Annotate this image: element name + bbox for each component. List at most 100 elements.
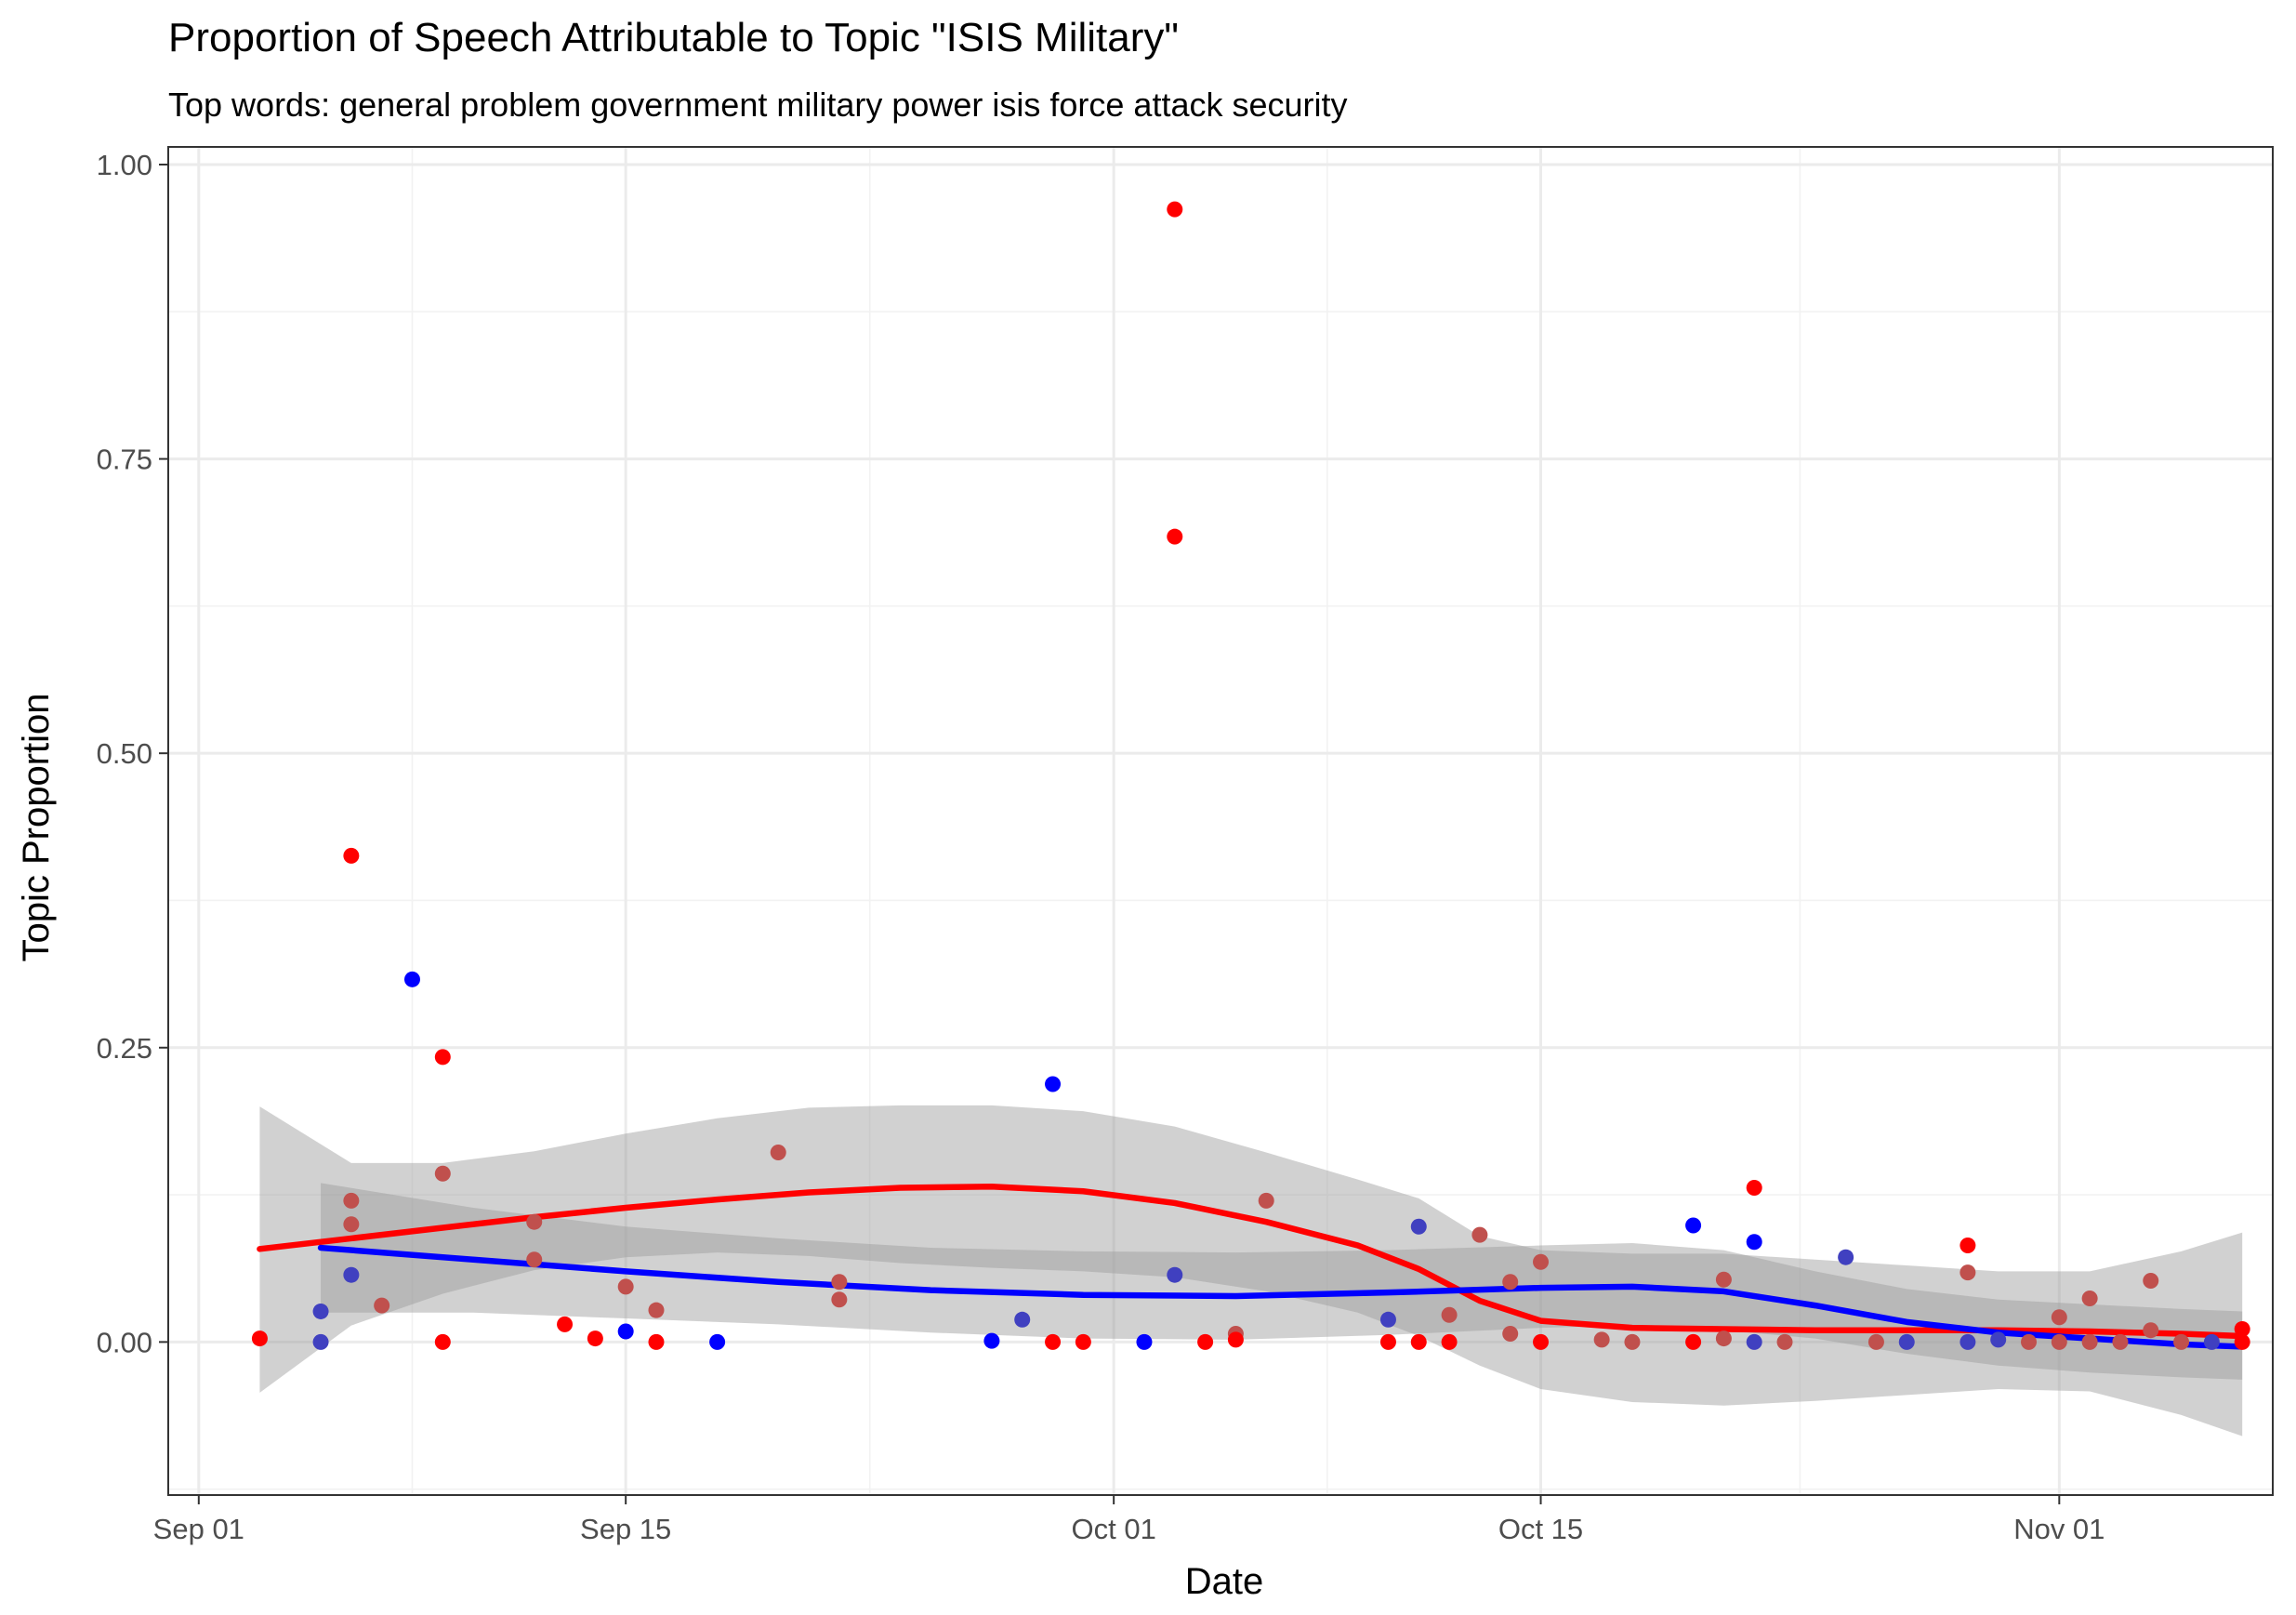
data-point xyxy=(1014,1311,1031,1328)
data-point xyxy=(1898,1333,1915,1350)
data-point xyxy=(1441,1333,1458,1350)
data-point xyxy=(1075,1333,1091,1350)
data-point xyxy=(1685,1333,1702,1350)
data-point xyxy=(1838,1249,1854,1265)
data-point xyxy=(557,1316,574,1332)
data-point xyxy=(343,1216,360,1233)
data-point xyxy=(1624,1333,1641,1350)
data-point xyxy=(831,1274,848,1291)
data-point xyxy=(1167,1266,1183,1283)
data-point xyxy=(1045,1333,1062,1350)
data-point xyxy=(1746,1179,1762,1196)
data-point xyxy=(2234,1320,2250,1337)
data-point xyxy=(1593,1331,1610,1348)
data-point xyxy=(2021,1333,2038,1350)
data-point xyxy=(709,1333,726,1350)
data-point xyxy=(2203,1333,2220,1350)
confidence-band-red xyxy=(259,1105,2243,1436)
data-point xyxy=(343,847,360,864)
data-point xyxy=(312,1303,329,1319)
data-point xyxy=(1167,528,1183,545)
x-tick-label: Oct 01 xyxy=(1071,1513,1155,1545)
data-point xyxy=(403,971,420,987)
data-point xyxy=(1533,1253,1550,1270)
data-point xyxy=(1471,1226,1488,1243)
data-point xyxy=(770,1144,786,1160)
data-point xyxy=(1746,1333,1762,1350)
y-axis-title: Topic Proportion xyxy=(16,693,57,961)
data-point xyxy=(617,1323,634,1340)
data-point xyxy=(1776,1333,1793,1350)
y-tick-label: 0.75 xyxy=(97,443,152,476)
data-point xyxy=(2234,1333,2250,1350)
data-point xyxy=(526,1251,543,1268)
y-tick-label: 0.25 xyxy=(97,1032,152,1065)
data-point xyxy=(1960,1238,1976,1254)
data-point xyxy=(343,1266,360,1283)
data-point xyxy=(2173,1333,2190,1350)
chart-subtitle: Top words: general problem government mi… xyxy=(168,86,1348,124)
major-gridlines xyxy=(168,147,2273,1495)
minor-gridlines xyxy=(168,147,2273,1495)
data-point xyxy=(1502,1326,1519,1343)
data-point xyxy=(617,1278,634,1295)
data-point xyxy=(2051,1309,2067,1326)
y-tick-label: 0.50 xyxy=(97,737,152,770)
data-point xyxy=(1045,1076,1062,1092)
data-point xyxy=(1685,1217,1702,1234)
data-point xyxy=(1502,1274,1519,1291)
x-axis: Sep 01 Sep 15 Oct 01 Oct 15 Nov 01 xyxy=(153,1495,2105,1545)
chart-title: Proportion of Speech Attributable to Top… xyxy=(168,15,1179,60)
data-point xyxy=(1715,1271,1732,1288)
data-point xyxy=(2051,1333,2067,1350)
y-tick-label: 1.00 xyxy=(97,149,152,181)
data-point xyxy=(1410,1333,1427,1350)
data-point xyxy=(2081,1291,2098,1307)
data-point xyxy=(648,1302,665,1318)
data-point xyxy=(434,1333,451,1350)
data-point xyxy=(343,1192,360,1209)
x-tick-label: Sep 15 xyxy=(580,1513,671,1545)
data-point xyxy=(983,1332,1000,1349)
trend-line-red xyxy=(257,1183,2246,1340)
data-point xyxy=(1533,1333,1550,1350)
data-point xyxy=(1746,1234,1762,1251)
data-point xyxy=(434,1049,451,1066)
data-point xyxy=(1867,1333,1884,1350)
confidence-bands xyxy=(259,1105,2243,1436)
data-point xyxy=(1379,1333,1396,1350)
data-point xyxy=(831,1291,848,1308)
data-point xyxy=(1167,201,1183,218)
y-tick-label: 0.00 xyxy=(97,1326,152,1358)
data-point xyxy=(251,1330,268,1347)
data-point xyxy=(434,1165,451,1182)
x-tick-label: Sep 01 xyxy=(153,1513,244,1545)
data-point xyxy=(1960,1264,1976,1281)
data-point xyxy=(648,1333,665,1350)
data-point xyxy=(1715,1330,1732,1347)
data-point xyxy=(374,1297,390,1314)
x-tick-label: Nov 01 xyxy=(2013,1513,2105,1545)
data-point xyxy=(1197,1333,1214,1350)
data-point xyxy=(1227,1331,1244,1348)
data-point xyxy=(1258,1192,1274,1209)
plot-panel-border xyxy=(167,146,2274,1496)
data-point xyxy=(1379,1311,1396,1328)
data-point xyxy=(1990,1331,2007,1348)
data-point xyxy=(312,1333,329,1350)
data-point xyxy=(2143,1322,2159,1339)
data-point xyxy=(1136,1333,1153,1350)
data-point xyxy=(1441,1306,1458,1323)
x-tick-label: Oct 15 xyxy=(1498,1513,1583,1545)
data-point xyxy=(2143,1273,2159,1290)
x-axis-title: Date xyxy=(1185,1561,1264,1602)
data-point xyxy=(526,1213,543,1230)
y-axis: 0.00 0.25 0.50 0.75 1.00 xyxy=(97,149,168,1358)
data-point xyxy=(2081,1333,2098,1350)
data-point xyxy=(587,1330,603,1347)
data-point xyxy=(1960,1333,1976,1350)
data-point xyxy=(1410,1218,1427,1235)
data-point xyxy=(2112,1333,2129,1350)
data-points xyxy=(251,201,2250,1350)
